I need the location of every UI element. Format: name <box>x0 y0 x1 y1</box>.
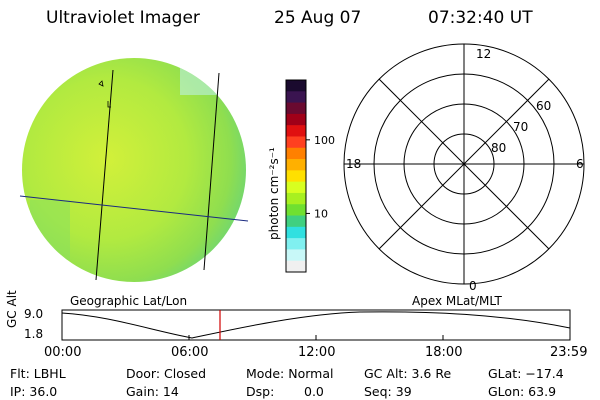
colorbar-segment <box>286 192 306 205</box>
status-dsp-value: 0.0 <box>304 384 324 399</box>
lat-label-60: 60 <box>536 99 551 113</box>
hour-label-0: 0 <box>469 279 477 293</box>
altitude-ytick-bottom: 1.8 <box>24 327 44 341</box>
x-tick-label: 23:59 <box>550 345 588 360</box>
geo-grid-lines <box>19 69 249 281</box>
colorbar-segment <box>286 181 306 194</box>
meridian-line <box>203 72 220 271</box>
apex-label: Apex MLat/MLT <box>412 294 502 308</box>
colorbar-segment <box>286 215 306 228</box>
instrument-title: Ultraviolet Imager <box>46 8 200 28</box>
colorbar-segment <box>286 147 306 160</box>
colorbar-segment <box>286 113 306 126</box>
uv-image-disk <box>19 58 249 282</box>
colorbar-tick-label: 100 <box>314 134 335 147</box>
hour-label-12: 12 <box>476 47 491 61</box>
colorbar-unit-label: photon cm⁻²s⁻¹ <box>267 147 281 240</box>
color-scale-bar: 100 10 <box>285 79 335 273</box>
status-flt: Flt: LBHL <box>10 366 66 381</box>
lat-label-70: 70 <box>513 120 528 134</box>
colorbar-segment <box>286 260 306 273</box>
x-tick-label: 12:00 <box>298 345 336 360</box>
time-label: 07:32:40 UT <box>428 8 533 28</box>
meridian-line <box>95 69 114 281</box>
colorbar-segment <box>286 226 306 239</box>
disk-body <box>22 58 246 282</box>
hour-label-18: 18 <box>346 157 361 171</box>
status-glat: GLat: −17.4 <box>488 366 564 381</box>
status-mode: Mode: Normal <box>246 366 334 381</box>
x-tick-label: 18:00 <box>425 345 463 360</box>
status-seq: Seq: 39 <box>364 384 412 399</box>
altitude-curve <box>61 311 571 339</box>
colorbar-segment <box>286 159 306 171</box>
status-glon: GLon: 63.9 <box>488 384 557 399</box>
coastline-mark <box>107 101 111 108</box>
status-gain: Gain: 14 <box>126 384 179 399</box>
colorbar-segment <box>286 125 306 137</box>
colorbar-frame <box>285 79 307 273</box>
colorbar-tick-label: 10 <box>314 207 328 220</box>
colorbar-segment <box>286 170 306 183</box>
colorbar-segment <box>286 204 306 217</box>
x-tick-label: 06:00 <box>171 345 209 360</box>
colorbar-segment <box>286 102 306 115</box>
status-door: Door: Closed <box>126 366 207 381</box>
disk-limb-shade <box>30 200 70 260</box>
altitude-ylabel: GC Alt <box>5 290 19 328</box>
colorbar-segment <box>286 91 306 104</box>
disk-edge-glow <box>180 58 246 95</box>
status-ip: IP: 36.0 <box>10 384 58 399</box>
colorbar-segment <box>286 136 306 149</box>
altitude-ytick-top: 9.0 <box>24 307 44 321</box>
x-tick-label: 00:00 <box>44 345 82 360</box>
colorbar-segment <box>286 249 306 262</box>
colorbar-segment <box>286 80 306 92</box>
hour-label-6: 6 <box>576 157 584 171</box>
altitude-x-ticks <box>61 335 571 340</box>
parallel-line <box>19 195 249 222</box>
altitude-plot <box>61 309 571 341</box>
coastline-mark <box>98 80 104 87</box>
colorbar-segment <box>286 238 306 250</box>
polar-diagonal <box>378 78 550 250</box>
date-label: 25 Aug 07 <box>274 8 362 28</box>
polar-grid <box>343 43 585 285</box>
status-dsp-label: Dsp: <box>246 384 275 399</box>
geographic-label: Geographic Lat/Lon <box>70 294 188 308</box>
status-gc-alt: GC Alt: 3.6 Re <box>364 366 452 381</box>
lat-label-80: 80 <box>491 141 506 155</box>
